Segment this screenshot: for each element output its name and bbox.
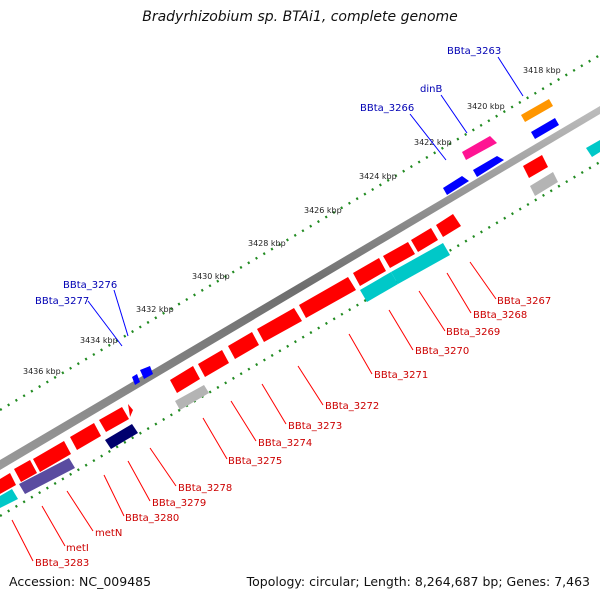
scale-label: 3420 kbp (467, 102, 505, 111)
gene-metn[interactable] (33, 441, 71, 472)
genome-summary: Topology: circular; Length: 8,264,687 bp… (246, 574, 590, 589)
scale-label: 3436 kbp (23, 367, 61, 376)
gene-label[interactable]: BBta_3274 (258, 438, 312, 449)
map-title: Bradyrhizobium sp. BTAi1, complete genom… (142, 9, 458, 25)
gene-bbta-3272[interactable] (353, 258, 386, 286)
gene-bbta-3275b[interactable] (170, 366, 200, 393)
gene-bbta-3276[interactable] (140, 366, 153, 379)
gene-label[interactable]: BBta_3270 (415, 346, 469, 357)
gene-bbta-3275[interactable] (198, 350, 229, 377)
gene-meti[interactable] (14, 460, 37, 482)
gene-bbta-3273[interactable] (257, 308, 302, 342)
gene-bbta-3283[interactable] (0, 473, 16, 494)
gene-bbta-3267[interactable] (523, 155, 548, 178)
gene-label[interactable]: BBta_3266 (360, 103, 414, 114)
gene-purple[interactable] (19, 458, 75, 494)
gene-cyan-d[interactable] (586, 140, 600, 157)
gene-label[interactable]: BBta_3269 (446, 327, 500, 338)
gene-bbta-3278[interactable] (128, 404, 133, 417)
gene-label[interactable]: BBta_3276 (63, 280, 117, 291)
genome-backbone (0, 106, 600, 470)
gene-bbta-3280[interactable] (70, 423, 101, 450)
gene-bbta-3279[interactable] (99, 407, 129, 432)
gene-cyan-a[interactable] (391, 243, 450, 284)
label-leaders (11, 56, 524, 562)
gene-bbta-3265[interactable] (473, 156, 504, 177)
gene-label[interactable]: dinB (420, 84, 442, 95)
gene-cyan-b[interactable] (360, 272, 398, 302)
gene-bbta-3268[interactable] (530, 172, 558, 196)
gene-navy[interactable] (105, 424, 138, 449)
gene-bbta-3277[interactable] (132, 374, 140, 385)
accession-label: Accession: NC_009485 (9, 574, 152, 589)
gene-bbta-3269[interactable] (436, 214, 461, 237)
gene-label[interactable]: BBta_3278 (178, 483, 232, 494)
scale-label: 3418 kbp (523, 66, 561, 75)
gene-bbta-3272b[interactable] (299, 277, 356, 318)
gene-bbta-3270[interactable] (411, 228, 438, 252)
reverse-strand-genes (0, 140, 600, 508)
gene-dinb[interactable] (462, 136, 497, 160)
scale-label: 3428 kbp (248, 239, 286, 248)
gene-label[interactable]: BBta_3267 (497, 296, 551, 307)
forward-gene-labels: BBta_3263 dinB BBta_3266 BBta_3276 BBta_… (35, 46, 501, 307)
reverse-gene-labels: BBta_3267 BBta_3268 BBta_3269 BBta_3270 … (35, 296, 551, 569)
scale-label: 3424 kbp (359, 172, 397, 181)
forward-strand-genes (132, 99, 559, 385)
outer-scale-track (0, 53, 600, 412)
gene-label[interactable]: BBta_3277 (35, 296, 89, 307)
gene-gray-a[interactable] (175, 385, 209, 410)
gene-label[interactable]: BBta_3280 (125, 513, 179, 524)
gene-label[interactable]: BBta_3283 (35, 558, 89, 569)
gene-cyan-c[interactable] (0, 489, 18, 508)
gene-label[interactable]: BBta_3279 (152, 498, 206, 509)
scale-label: 3426 kbp (304, 206, 342, 215)
scale-label: 3432 kbp (136, 305, 174, 314)
gene-label[interactable]: BBta_3272 (325, 401, 379, 412)
gene-bbta-3271[interactable] (383, 242, 415, 268)
gene-label[interactable]: BBta_3275 (228, 456, 282, 467)
gene-bbta-3274[interactable] (228, 332, 259, 359)
gene-label[interactable]: BBta_3271 (374, 370, 428, 381)
gene-bbta-3266[interactable] (443, 176, 469, 195)
gene-label[interactable]: BBta_3263 (447, 46, 501, 57)
scale-label: 3434 kbp (80, 336, 118, 345)
gene-label[interactable]: metI (66, 543, 89, 554)
gene-bbta-3264[interactable] (531, 118, 559, 139)
gene-label[interactable]: metN (95, 528, 122, 539)
gene-bbta-3263[interactable] (521, 99, 553, 122)
scale-label: 3430 kbp (192, 272, 230, 281)
gene-label[interactable]: BBta_3268 (473, 310, 527, 321)
gene-label[interactable]: BBta_3273 (288, 421, 342, 432)
